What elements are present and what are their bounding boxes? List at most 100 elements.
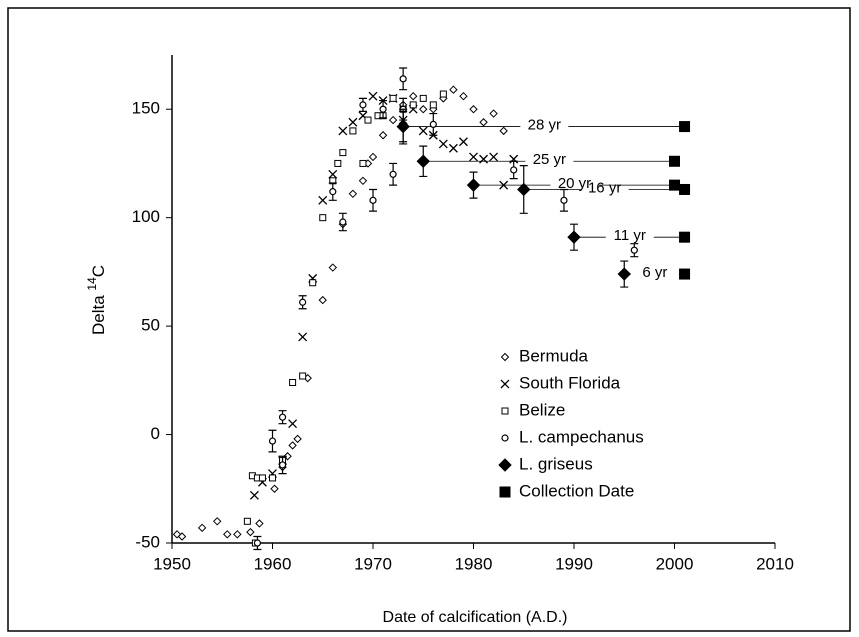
point [318,295,327,305]
point [408,92,418,101]
x-tick-label: 1950 [153,554,191,573]
point [399,75,407,83]
legend-marker [499,486,511,498]
legend-label: L. griseus [519,454,593,473]
point [299,372,307,380]
point [466,178,481,192]
point [359,159,367,167]
point [669,179,680,191]
point [288,441,297,450]
point [438,139,448,149]
point [258,474,266,482]
point [448,143,458,153]
point [630,246,638,254]
legend-marker [501,407,509,415]
point [268,437,277,445]
point [510,166,518,174]
point [469,105,478,114]
point [489,109,498,118]
x-tick-label: 1990 [555,554,593,573]
annotation: 28 yr [528,117,561,134]
point [479,154,489,164]
point [429,120,437,129]
point [243,517,251,525]
point [338,126,348,136]
point [255,519,264,528]
point [419,94,427,102]
point [499,126,508,136]
point [439,90,447,98]
legend-label: L. campechanus [519,427,644,446]
point [469,152,478,162]
point [334,159,342,167]
point [348,117,358,127]
point [449,85,458,94]
point [329,188,337,196]
legend-label: Bermuda [519,346,589,365]
point [368,152,378,162]
point [249,490,259,500]
point [213,517,222,526]
x-tick-label: 1980 [455,554,493,573]
y-label-sup: 14 [85,277,99,291]
y-tick-label: 50 [141,316,160,335]
annotation: 25 yr [533,151,566,168]
point [388,115,398,125]
point [288,419,298,429]
point [293,434,302,444]
point [379,105,387,113]
point [359,101,367,109]
point [416,154,430,168]
annotation: 20 yr [558,175,591,192]
point [617,267,631,281]
point [349,127,357,135]
y-tick-label: -50 [135,532,160,551]
point [409,101,417,109]
point [270,484,279,493]
point [318,195,328,205]
legend-label: Belize [519,400,565,419]
y-label-suffix: C [89,265,108,277]
point [389,94,397,102]
point [419,105,428,114]
point [278,413,287,421]
point [339,149,347,157]
annotation: 11 yr [614,227,646,244]
point [253,539,262,547]
point [389,170,397,178]
y-tick-label: 150 [132,99,160,118]
point [679,268,691,280]
point [197,523,207,533]
point [499,180,509,190]
legend-marker [500,352,510,362]
point [298,332,308,342]
frame [7,7,851,632]
legend-marker [498,458,512,472]
point [223,530,232,539]
legend-label: South Florida [519,373,621,392]
point [358,176,368,186]
x-tick-label: 2000 [656,554,694,573]
point [679,183,691,195]
x-axis-label: Date of calcification (A.D.) [383,609,568,626]
y-axis-label: Delta 14C [85,265,108,335]
legend-marker [500,379,510,389]
point [319,214,327,222]
point [567,230,581,244]
point [246,527,255,537]
point [328,169,338,179]
point [669,155,680,167]
point [328,263,338,272]
point [289,379,297,387]
point [479,118,488,127]
point [396,119,410,134]
legend-marker [501,434,509,442]
point [348,189,358,199]
point [560,196,568,204]
point [459,92,468,101]
x-tick-label: 1960 [254,554,292,573]
point [339,218,347,226]
point [309,279,317,287]
point [679,231,691,243]
